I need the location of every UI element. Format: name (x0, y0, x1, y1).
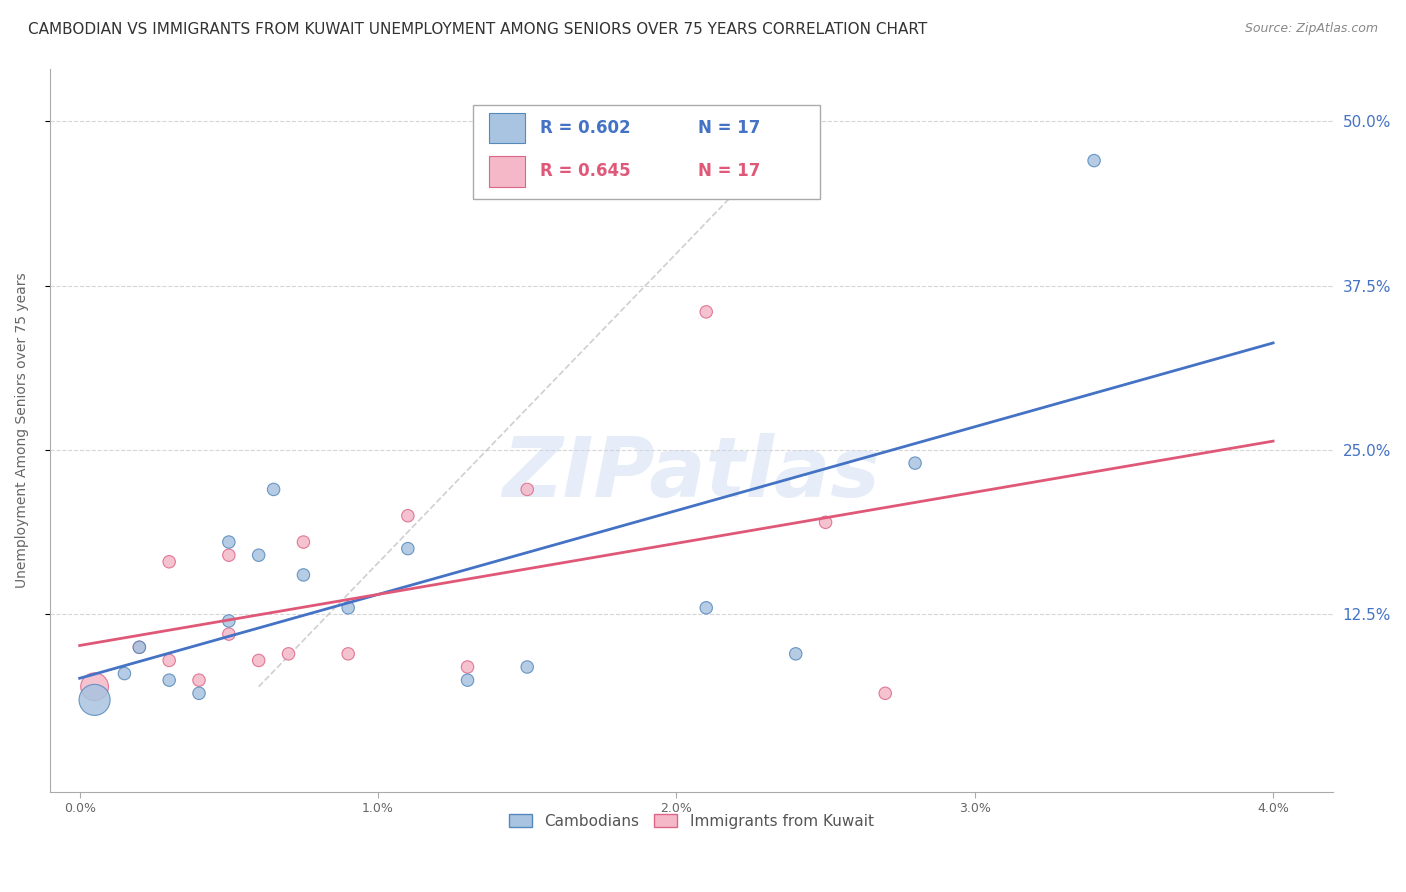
Text: N = 17: N = 17 (697, 119, 761, 136)
Point (337, 600, 360, 615)
Point (695, 305, 717, 319)
Point (337, 647, 360, 661)
Text: N = 17: N = 17 (697, 161, 761, 180)
Point (128, 640, 150, 655)
Point (188, 686, 211, 700)
FancyBboxPatch shape (489, 156, 524, 186)
Point (247, 653, 270, 667)
Text: CAMBODIAN VS IMMIGRANTS FROM KUWAIT UNEMPLOYMENT AMONG SENIORS OVER 75 YEARS COR: CAMBODIAN VS IMMIGRANTS FROM KUWAIT UNEM… (28, 22, 928, 37)
Text: Source: ZipAtlas.com: Source: ZipAtlas.com (1244, 22, 1378, 36)
FancyBboxPatch shape (474, 104, 820, 199)
Text: R = 0.602: R = 0.602 (540, 119, 630, 136)
Point (814, 516, 837, 530)
Point (157, 673, 180, 688)
Point (396, 541, 419, 556)
FancyBboxPatch shape (489, 112, 524, 144)
Point (218, 548, 240, 562)
Point (218, 627, 240, 641)
Point (457, 660, 479, 674)
Point (247, 548, 270, 562)
Point (785, 647, 807, 661)
Point (263, 483, 285, 497)
Point (516, 660, 538, 674)
Text: ZIPatlas: ZIPatlas (502, 434, 880, 514)
Point (396, 508, 419, 523)
Legend: Cambodians, Immigrants from Kuwait: Cambodians, Immigrants from Kuwait (503, 807, 880, 835)
Point (1083, 153, 1105, 168)
Point (516, 483, 538, 497)
Point (457, 673, 479, 688)
Point (83, 680, 105, 694)
Point (218, 614, 240, 628)
Point (292, 535, 315, 549)
Y-axis label: Unemployment Among Seniors over 75 years: Unemployment Among Seniors over 75 years (15, 272, 30, 588)
Point (277, 647, 299, 661)
Point (875, 686, 897, 700)
Point (292, 568, 315, 582)
Point (188, 673, 211, 688)
Point (128, 640, 150, 655)
Point (157, 653, 180, 667)
Point (904, 456, 927, 470)
Text: R = 0.645: R = 0.645 (540, 161, 630, 180)
Point (218, 535, 240, 549)
Point (112, 666, 135, 681)
Point (83, 693, 105, 707)
Point (695, 600, 717, 615)
Point (157, 555, 180, 569)
